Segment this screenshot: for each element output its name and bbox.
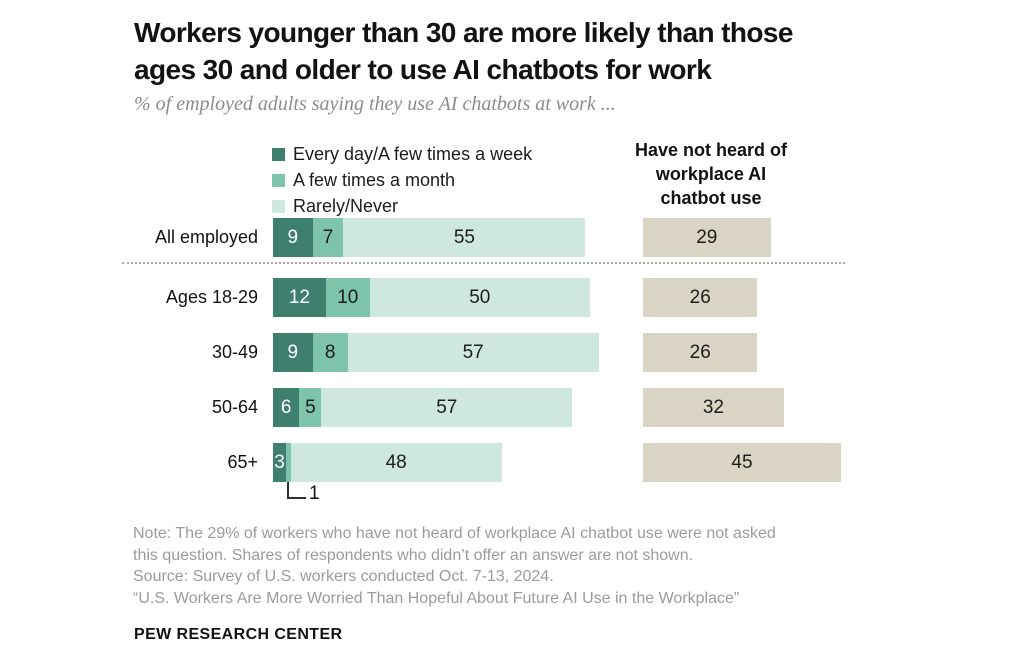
chart-subtitle: % of employed adults saying they use AI … [134,93,616,115]
bar-segment-every-day-few-times-week: 12 [273,278,326,317]
bar-segment-few-times-month: 10 [325,278,370,317]
bar-segment-every-day-few-times-week: 6 [273,388,300,427]
bar-segment-rarely-never: 55 [343,218,586,257]
legend-swatch-rarely-never [272,199,285,213]
stacked-bar: 9 8 57 [273,333,599,372]
row-label: 65+ [227,452,258,472]
legend-item-every-day-few-times-week: Every day/A few times a week [272,141,532,167]
bar-not-heard: 45 [643,443,841,482]
bar-segment-every-day-few-times-week: 3 [273,443,287,482]
secondary-column-header: Have not heard of workplace AI chatbot u… [611,138,811,210]
bar-segment-rarely-never: 50 [369,278,590,317]
all-employed-separator [122,262,845,264]
legend-label-every-day-few-times-week: Every day/A few times a week [293,143,533,164]
row-label: Ages 18-29 [165,287,258,307]
footnote-line-2: this question. Shares of respondents who… [133,546,694,564]
bar-not-heard: 29 [643,218,771,257]
legend: Every day/A few times a week A few times … [272,141,532,219]
secondary-header-line-2: workplace AI [655,164,767,184]
bar-segment-few-times-month [286,443,291,482]
legend-item-rarely-never: Rarely/Never [272,193,532,219]
bar-segment-few-times-month: 8 [312,333,348,372]
bar-not-heard: 26 [643,333,758,372]
bar-not-heard: 26 [643,278,758,317]
footnote-line-4: “U.S. Workers Are More Worried Than Hope… [133,589,740,607]
row-label: 30-49 [211,342,258,362]
legend-swatch-few-times-month [272,173,285,187]
stacked-bar: 6 5 57 [273,388,573,427]
chart-title-line-1: Workers younger than 30 are more likely … [134,17,793,48]
bar-segment-few-times-month: 5 [299,388,322,427]
bar-segment-rarely-never: 48 [290,443,502,482]
chart-title: Workers younger than 30 are more likely … [134,14,793,88]
bar-not-heard: 32 [643,388,784,427]
bar-segment-every-day-few-times-week: 9 [273,218,313,257]
bar-segment-rarely-never: 57 [347,333,599,372]
stacked-bar: 9 7 55 [273,218,586,257]
legend-label-few-times-month: A few times a month [293,169,456,190]
callout-value-label: 1 [309,483,320,504]
secondary-header-line-1: Have not heard of [634,140,788,160]
row-label: All employed [154,227,258,247]
stacked-bar: 3 48 [273,443,502,482]
footnote: Note: The 29% of workers who have not he… [133,523,776,609]
legend-swatch-every-day-few-times-week [272,147,285,161]
bar-segment-every-day-few-times-week: 9 [273,333,313,372]
chart-title-line-2: ages 30 and older to use AI chatbots for… [134,54,712,85]
stacked-bar: 12 10 50 [273,278,590,317]
bar-segment-rarely-never: 57 [321,388,573,427]
row-label: 50-64 [211,397,258,417]
footnote-line-3: Source: Survey of U.S. workers conducted… [133,568,554,585]
legend-item-few-times-month: A few times a month [272,167,532,193]
brand: PEW RESEARCH CENTER [134,626,343,643]
callout-line [287,482,306,499]
secondary-header-line-3: chatbot use [660,188,762,208]
bar-segment-few-times-month: 7 [312,218,344,257]
footnote-line-1: Note: The 29% of workers who have not he… [133,525,776,542]
legend-label-rarely-never: Rarely/Never [293,195,399,216]
